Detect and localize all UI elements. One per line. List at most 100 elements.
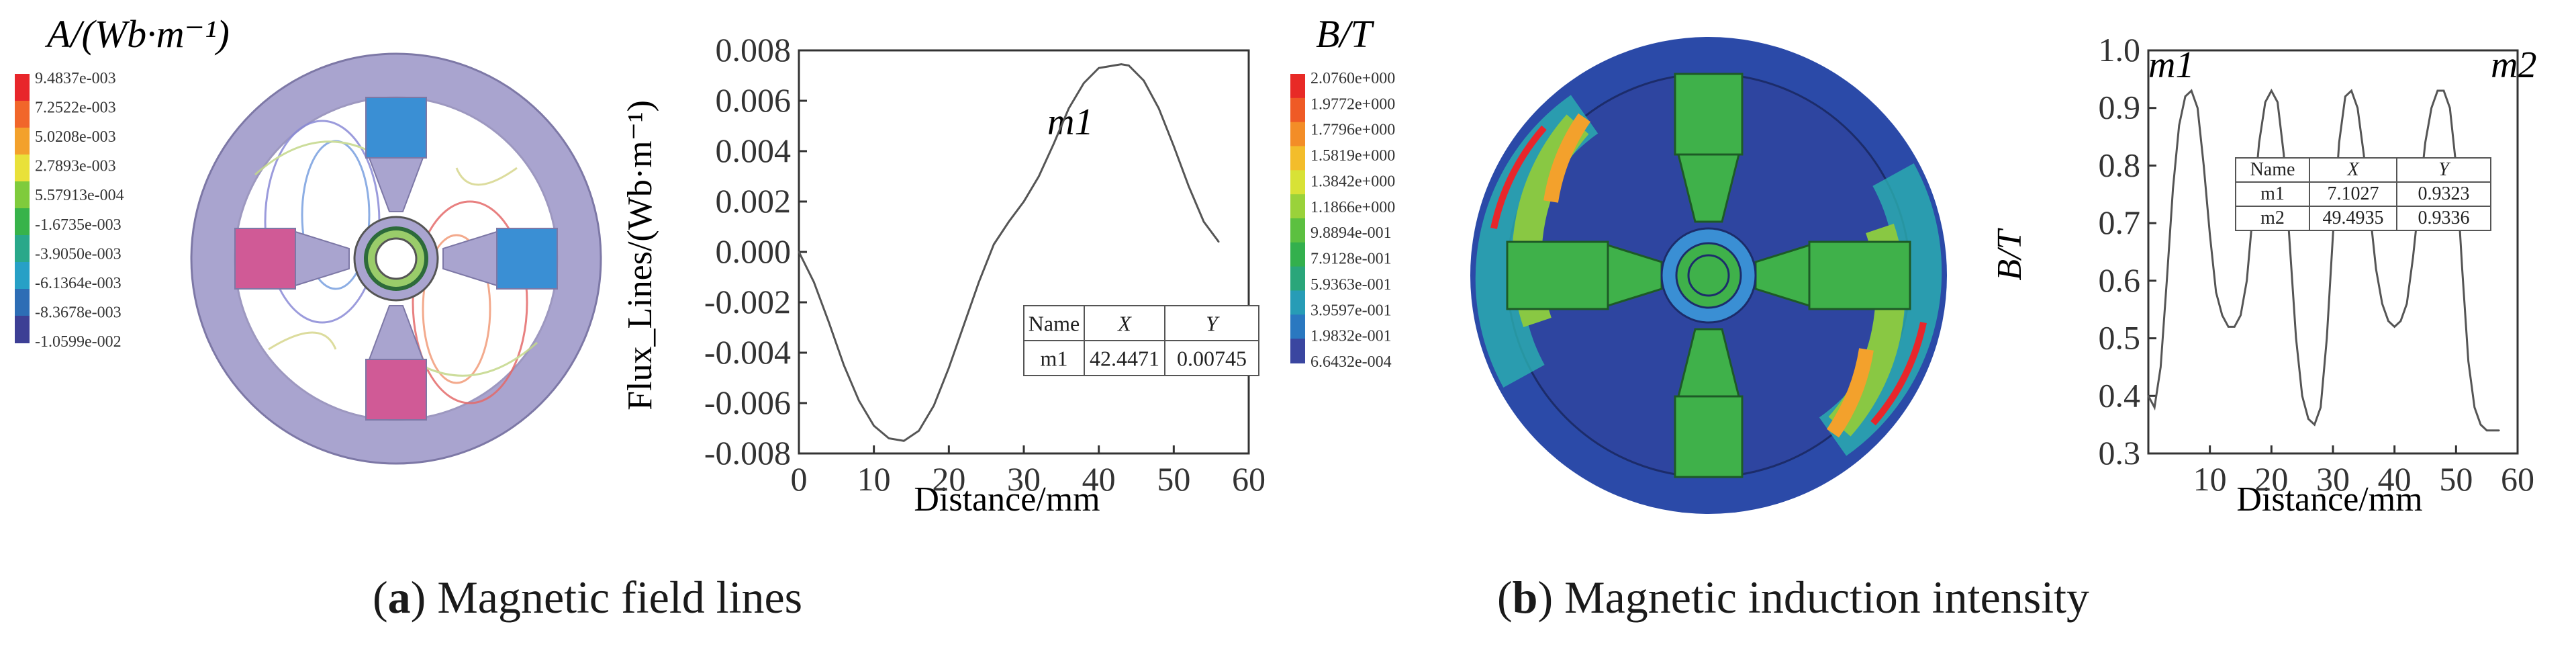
chart-b-ytick-label-2: 0.8 bbox=[2099, 146, 2141, 183]
chart-b-point-20 bbox=[2271, 89, 2273, 92]
chart-b-point-33 bbox=[2350, 89, 2352, 92]
chart-b-point-6 bbox=[2184, 95, 2187, 97]
chart-b-plot-frame bbox=[2147, 49, 2519, 455]
chart-b-point-10 bbox=[2209, 234, 2211, 236]
chart-a-point-29 bbox=[1218, 241, 1220, 243]
chart-a-table-text-1-0: m1 bbox=[1041, 346, 1068, 370]
chart-b-point-35 bbox=[2363, 153, 2365, 155]
caption-b: (b) Magnetic induction intensity bbox=[1497, 572, 2090, 623]
chart-b-point-28 bbox=[2320, 406, 2322, 408]
chart-a-point-11 bbox=[963, 324, 965, 326]
chart-a-point-17 bbox=[1053, 142, 1055, 144]
chart-b-xtick-label-0: 10 bbox=[2193, 460, 2227, 498]
chart-b-ytick-label-3: 0.7 bbox=[2099, 204, 2141, 241]
caption-a: (a) Magnetic field lines bbox=[373, 572, 803, 623]
legend-a-swatch-4 bbox=[15, 181, 30, 209]
legend-b-value-5: 1.1866e+000 bbox=[1310, 199, 1395, 216]
chart-a-point-14 bbox=[1008, 220, 1010, 223]
chart-a-point-26 bbox=[1173, 145, 1175, 147]
caption-a-label: a bbox=[387, 572, 411, 623]
chart-b-xtick-label-2: 30 bbox=[2316, 460, 2350, 498]
chart-a-point-2 bbox=[828, 321, 830, 324]
chart-b-point-49 bbox=[2448, 107, 2451, 109]
legend-a-swatch-2 bbox=[15, 128, 30, 155]
chart-a-series-line bbox=[798, 63, 1220, 442]
chart-a-xtick-label-5: 50 bbox=[1157, 460, 1190, 498]
chart-b-point-42 bbox=[2405, 302, 2408, 305]
chart-b-table-text-2-1: 49.4935 bbox=[2323, 208, 2384, 228]
legend-a-value-1: 7.2522e-003 bbox=[35, 99, 116, 117]
chart-b-point-21 bbox=[2277, 101, 2279, 103]
chart-b-table-text-1-2: 0.9323 bbox=[2418, 183, 2470, 204]
chart-b-point-45 bbox=[2424, 141, 2426, 144]
chart-a-xtick-label-3: 30 bbox=[1007, 460, 1041, 498]
chart-a-point-24 bbox=[1143, 79, 1145, 82]
caption-a-text: Magnetic field lines bbox=[437, 572, 803, 623]
chart-b-point-9 bbox=[2203, 165, 2205, 167]
chart-a-x-axis-label: Distance/mm bbox=[914, 480, 1100, 519]
chart-b-table-cell-2-2 bbox=[2396, 206, 2491, 231]
chart-a-table-cell-1-2 bbox=[1164, 340, 1259, 376]
legend-b-title: B/T bbox=[1316, 12, 1375, 56]
chart-a-ytick-label-0: 0.008 bbox=[716, 31, 792, 69]
chart-b-point-54 bbox=[2479, 423, 2482, 426]
motor-cross-section-a bbox=[190, 52, 602, 465]
chart-a-xtick-label-0: 0 bbox=[791, 460, 808, 498]
chart-a-svg: Flux_Lines/(Wb·m⁻¹) Distance/mm m1 0 10 20… bbox=[621, 31, 1266, 519]
chart-b-point-25 bbox=[2301, 395, 2303, 397]
chart-a-point-0 bbox=[798, 251, 800, 253]
chart-b-point-3 bbox=[2166, 279, 2168, 282]
legend-b-swatch-11 bbox=[1290, 339, 1305, 363]
chart-a-table-text-0-0: Name bbox=[1029, 311, 1080, 335]
field-lines-figure: A/(Wb·m⁻¹) 9.4837e-003 7.2522e-003 5.0208e… bbox=[15, 12, 602, 465]
chart-a-marker-label: m1 bbox=[1047, 101, 1093, 143]
chart-b-table-text-2-0: m2 bbox=[2260, 208, 2285, 228]
legend-b-value-4: 1.3842e+000 bbox=[1310, 173, 1395, 190]
chart-a-point-6 bbox=[888, 437, 890, 439]
chart-b-point-27 bbox=[2313, 423, 2316, 426]
chart-b-point-14 bbox=[2234, 326, 2236, 328]
legend-b-value-8: 5.9363e-001 bbox=[1310, 276, 1392, 294]
legend-b-value-3: 1.5819e+000 bbox=[1310, 147, 1395, 165]
panel-a-field-image: A/(Wb·m⁻¹) 9.4837e-003 7.2522e-003 5.0208e… bbox=[0, 0, 604, 551]
chart-b-point-48 bbox=[2442, 89, 2445, 92]
chart-b-point-53 bbox=[2473, 406, 2476, 408]
chart-b-ytick-label-5: 0.5 bbox=[2099, 319, 2141, 357]
chart-b-point-8 bbox=[2197, 107, 2199, 109]
chart-b-point-57 bbox=[2498, 429, 2500, 431]
chart-b-svg: B/T Distance/mm m1 m2 10 20 30 40 50 60 1.0 0.9… bbox=[1991, 31, 2536, 519]
legend-a: 9.4837e-003 7.2522e-003 5.0208e-003 2.7893e… bbox=[15, 70, 124, 351]
chart-b-point-34 bbox=[2356, 107, 2358, 109]
chart-b-point-29 bbox=[2326, 337, 2328, 339]
chart-b-point-38 bbox=[2381, 302, 2383, 305]
chart-b-point-1 bbox=[2153, 406, 2156, 408]
legend-b-swatch-3 bbox=[1290, 146, 1305, 171]
chart-a-ytick-label-5: -0.002 bbox=[704, 283, 791, 320]
chart-a-xtick-label-4: 40 bbox=[1082, 460, 1116, 498]
chart-a-point-28 bbox=[1202, 220, 1205, 223]
chart-b-ytick-label-1: 0.9 bbox=[2099, 89, 2141, 126]
chart-a-ytick-label-3: 0.002 bbox=[716, 182, 792, 220]
legend-a-swatch-5 bbox=[15, 208, 30, 236]
chart-b-table-text-2-2: 0.9336 bbox=[2418, 208, 2470, 228]
legend-b-swatch-6 bbox=[1290, 218, 1305, 243]
legend-a-value-4: 5.57913e-004 bbox=[35, 187, 124, 204]
legend-b-value-10: 1.9832e-001 bbox=[1310, 328, 1392, 345]
legend-a-swatch-6 bbox=[15, 235, 30, 263]
chart-a-point-25 bbox=[1157, 107, 1160, 110]
chart-a-table-text-1-2: 0.00745 bbox=[1177, 346, 1247, 370]
chart-b-point-11 bbox=[2215, 291, 2217, 294]
caption-b-text: Magnetic induction intensity bbox=[1564, 572, 2090, 623]
chart-b-point-4 bbox=[2172, 187, 2174, 189]
chart-b-table-text-1-0: m1 bbox=[2260, 183, 2285, 204]
legend-b-swatch-9 bbox=[1290, 290, 1305, 316]
chart-b-point-26 bbox=[2307, 418, 2309, 420]
chart-b-point-15 bbox=[2240, 314, 2242, 316]
chart-b-point-51 bbox=[2461, 268, 2463, 270]
chart-b-induction: B/T Distance/mm m1 m2 10 20 30 40 50 60 1.0 0.9… bbox=[1947, 0, 2576, 551]
chart-a-ytick-label-6: -0.004 bbox=[704, 333, 791, 371]
chart-b-xtick-label-3: 40 bbox=[2378, 460, 2412, 498]
chart-a-point-4 bbox=[858, 400, 860, 402]
chart-a-xtick-label-1: 10 bbox=[857, 460, 891, 498]
chart-b-point-30 bbox=[2332, 234, 2334, 236]
